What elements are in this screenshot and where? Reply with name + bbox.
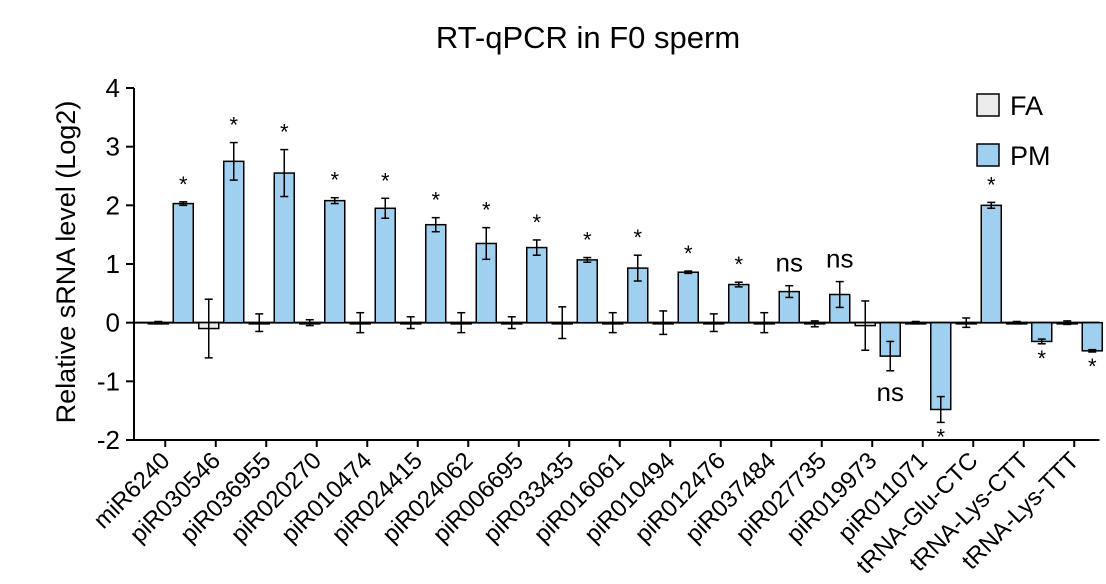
bar-pm [980, 204, 1002, 324]
error-bar-fa [507, 316, 516, 330]
significance-label: * [532, 210, 541, 235]
error-bar-pm [381, 197, 390, 219]
error-bar-fa [1012, 320, 1021, 325]
bar-pm [526, 246, 548, 324]
bar-pm [374, 207, 396, 324]
significance-label: * [734, 252, 743, 277]
significance-label: * [1037, 346, 1046, 371]
y-tick-label: 2 [106, 190, 120, 220]
error-bar-pm [1037, 338, 1046, 345]
error-bar-fa [457, 311, 466, 334]
error-bar-fa [911, 320, 920, 325]
error-bar-fa [255, 313, 264, 333]
error-bar-pm [734, 281, 743, 288]
error-bar-pm [179, 201, 188, 207]
error-bar-pm [280, 148, 289, 198]
error-bar-fa [1063, 320, 1072, 326]
bar-pm [223, 160, 245, 324]
error-bar-pm [229, 141, 238, 181]
error-bar-pm [1088, 348, 1097, 353]
y-tick-label: 3 [106, 132, 120, 162]
error-bar-pm [633, 254, 642, 282]
significance-label: * [936, 424, 945, 449]
legend-swatch-fa [976, 93, 1000, 117]
error-bar-fa [760, 311, 769, 334]
error-bar-pm [785, 284, 794, 299]
chart-title: RT-qPCR in F0 sperm [436, 20, 740, 55]
bar-pm [324, 199, 346, 324]
legend: FA PM [976, 91, 1051, 171]
error-bar-fa [861, 300, 870, 351]
error-bar-fa [305, 318, 314, 327]
x-tick-labels: miR6240piR030546piR036955piR020270piR010… [88, 447, 1084, 579]
error-bars-group [154, 141, 1097, 424]
bar-pm [1081, 321, 1103, 352]
significance-label: ns [826, 244, 853, 274]
significance-label: * [179, 172, 188, 197]
y-tick-label: -1 [97, 366, 120, 396]
significance-label: * [987, 172, 996, 197]
error-bar-pm [431, 216, 440, 233]
error-bar-fa [406, 316, 415, 330]
error-bar-fa [810, 320, 819, 328]
error-bar-pm [532, 239, 541, 256]
legend-label-fa: FA [1010, 91, 1043, 121]
bar-pm [425, 223, 447, 324]
legend-label-pm: PM [1010, 141, 1051, 171]
legend-swatch-pm [976, 143, 1000, 167]
error-bar-fa [709, 313, 718, 333]
y-tick-label: 4 [106, 73, 120, 103]
y-axis-label: Relative sRNA level (Log2) [51, 101, 81, 424]
significance-label: ns [877, 377, 904, 407]
error-bar-fa [558, 306, 567, 340]
significance-label: * [482, 198, 491, 223]
error-bar-pm [936, 395, 945, 424]
significance-label: * [381, 168, 390, 193]
significance-label: * [684, 241, 693, 266]
error-bar-fa [608, 311, 617, 334]
error-bar-pm [835, 280, 844, 309]
error-bar-fa [154, 320, 163, 325]
significance-label: * [431, 188, 440, 213]
significance-label: * [633, 225, 642, 250]
error-bar-pm [987, 201, 996, 210]
error-bar-fa [356, 311, 365, 334]
significance-label: * [280, 120, 289, 145]
error-bar-pm [482, 226, 491, 261]
y-tick-label: -2 [97, 425, 120, 455]
significance-label: * [1088, 354, 1097, 379]
bars-group [147, 160, 1103, 411]
significance-label: * [330, 168, 339, 193]
error-bar-pm [583, 256, 592, 263]
error-bar-fa [204, 298, 213, 359]
error-bar-pm [886, 340, 895, 372]
error-bar-fa [659, 310, 668, 336]
error-bar-fa [962, 317, 971, 329]
bar-pm [677, 271, 699, 324]
bar-pm [728, 283, 750, 324]
y-tick-label: 0 [106, 308, 120, 338]
significance-label: * [583, 228, 592, 253]
significance-label: ns [776, 248, 803, 278]
significance-label: * [229, 113, 238, 138]
bar-pm [172, 202, 194, 324]
error-bar-pm [330, 196, 339, 205]
bar-pm [576, 259, 598, 324]
y-tick-label: 1 [106, 249, 120, 279]
error-bar-pm [684, 270, 693, 275]
